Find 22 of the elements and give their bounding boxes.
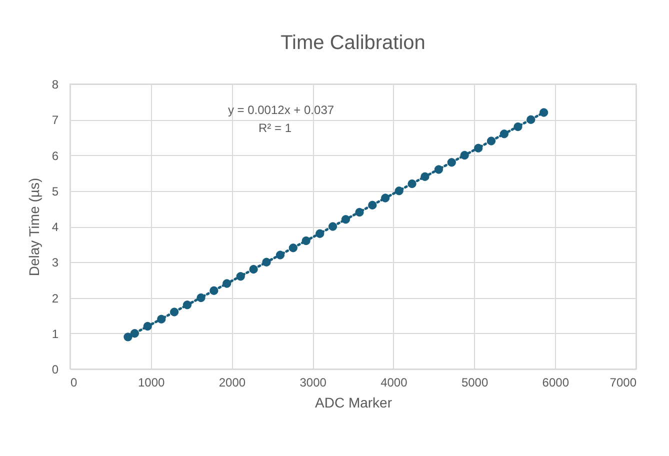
y-tick-label: 0: [52, 362, 59, 376]
annotation: R² = 1: [258, 121, 292, 135]
x-tick-label: 7000: [610, 376, 637, 390]
x-tick-label: 3000: [300, 376, 327, 390]
y-tick-label: 4: [52, 220, 59, 234]
y-tick-label: 1: [52, 326, 59, 341]
x-tick-label: 2000: [218, 376, 246, 390]
annotation: y = 0.0012x + 0.037: [228, 103, 334, 117]
y-tick-label: 5: [52, 184, 59, 198]
y-tick-label: 8: [52, 78, 59, 92]
x-tick-label: 5000: [461, 376, 488, 390]
x-tick-label: 4000: [380, 376, 408, 390]
chart-title: Time Calibration: [280, 32, 426, 54]
x-tick-label: 1000: [138, 376, 166, 390]
x-axis-title: ADC Marker: [314, 394, 392, 410]
x-tick-label: 0: [70, 376, 78, 390]
y-tick-label: 7: [52, 113, 59, 128]
y-tick-label: 3: [52, 256, 59, 270]
x-tick-label: 6000: [542, 376, 570, 390]
y-axis-title: Delay Time (µs): [26, 178, 42, 276]
y-tick-label: 2: [52, 291, 59, 306]
y-tick-label: 6: [52, 148, 59, 163]
